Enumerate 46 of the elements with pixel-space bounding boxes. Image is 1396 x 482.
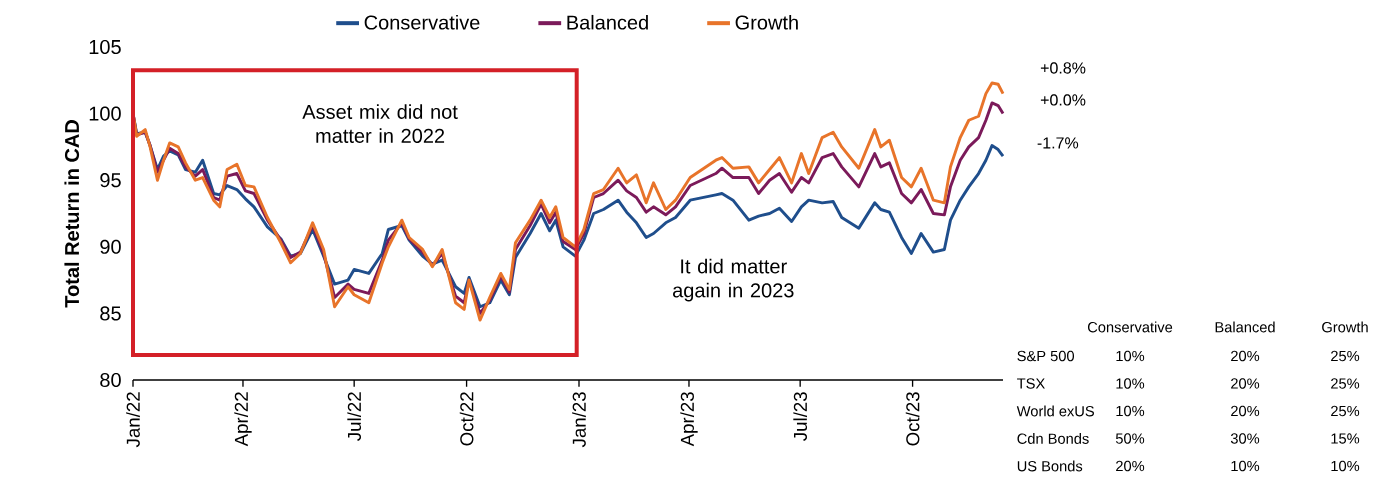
text: Cdn Bonds [1017,433,1089,444]
x-tick-label: Oct/22 [459,392,474,446]
x-tick-label: Oct/23 [905,392,920,446]
text: S&P 500 [1017,350,1075,362]
x-tick-label: Jul/22 [347,392,362,441]
text: Growth [1322,321,1368,333]
text: 25% [1331,405,1360,417]
text: US Bonds [1017,460,1083,472]
x-tick-label: Apr/23 [680,392,698,447]
text: 20% [1231,350,1260,362]
x-tick-label: Jan/22 [126,392,140,448]
text: Balanced [1215,321,1275,333]
text: 10% [1231,460,1260,472]
text: 15% [1331,433,1360,444]
legend-label: Conservative [364,14,480,30]
text: 25% [1331,378,1360,389]
y-tick-label: 80 [100,372,121,388]
x-tick-label: Jan/23 [572,392,586,448]
text: +0.0% [1040,94,1086,106]
text: Conservative [1087,321,1173,333]
text: World exUS [1016,405,1094,417]
text: 20% [1116,460,1145,472]
text: TSX [1017,378,1045,389]
annotation: It did matter again in 2023 [673,258,794,302]
text: 10% [1116,378,1145,389]
text: 10% [1116,350,1145,362]
y-tick-label: 90 [100,239,121,254]
legend-label: Growth [735,14,798,30]
text: +0.8% [1040,62,1086,74]
text: -1.7% [1037,137,1079,149]
y-tick-label: 100 [89,106,121,121]
text: 10% [1331,460,1360,472]
x-tick-label: Apr/22 [234,392,252,447]
text: 30% [1230,433,1260,444]
text: 25% [1331,350,1360,362]
y-tick-label: 85 [100,306,121,321]
text: 20% [1231,378,1260,389]
y-tick-label: 105 [89,39,121,55]
x-tick-label: Jul/23 [793,392,808,441]
y-axis-title: Total Return in CAD [64,120,80,308]
annotation: Asset mix did not matter in 2022 [302,104,458,143]
y-tick-label: 95 [100,173,121,188]
text: 20% [1231,405,1260,417]
text: 10% [1116,405,1145,417]
legend-label: Balanced [567,14,648,30]
text: 50% [1115,433,1145,444]
